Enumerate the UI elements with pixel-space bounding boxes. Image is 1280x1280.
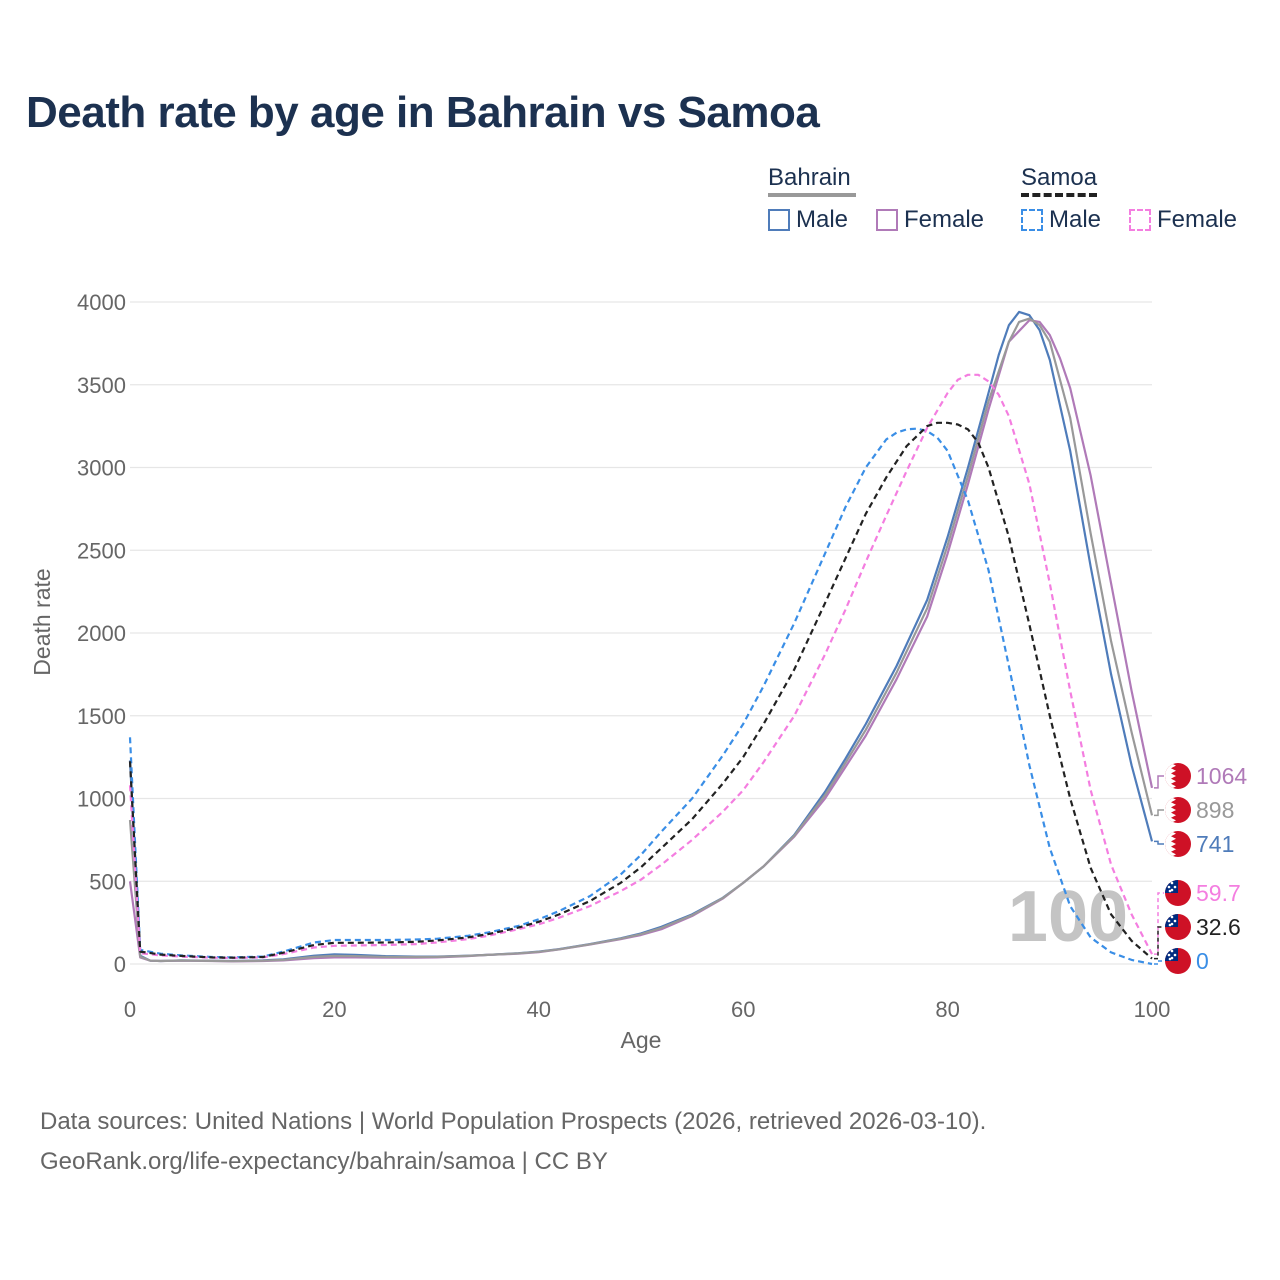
end-connector — [1154, 926, 1164, 960]
bahrain-flag-icon — [1165, 831, 1191, 857]
legend-group-line — [1021, 193, 1097, 197]
legend-item-samoa-male[interactable]: Male — [1021, 206, 1101, 234]
end-connector — [1154, 775, 1164, 789]
source-line: Data sources: United Nations | World Pop… — [40, 1108, 987, 1135]
y-axis-label: Death rate — [29, 568, 55, 675]
end-connector — [1154, 840, 1164, 845]
y-tick-label: 0 — [114, 952, 126, 977]
legend-label: Male — [1049, 206, 1102, 233]
end-value-label: 32.6 — [1196, 914, 1241, 940]
legend-item-bahrain-female[interactable]: Female — [876, 206, 984, 234]
samoa-flag-icon — [1165, 914, 1191, 940]
legend-swatch — [1129, 209, 1151, 231]
y-tick-label: 2000 — [77, 621, 126, 646]
samoa-flag-icon — [1165, 948, 1191, 974]
x-tick-label: 0 — [124, 997, 136, 1022]
grid-lines — [130, 301, 1152, 965]
x-axis-label: Age — [621, 1027, 662, 1053]
legend-swatch — [768, 209, 790, 231]
legend-label: Male — [796, 206, 849, 233]
end-value-label: 59.7 — [1196, 880, 1241, 906]
legend-label: Female — [904, 206, 985, 233]
legend-group-line — [768, 193, 856, 197]
end-value-label: 898 — [1196, 797, 1234, 823]
bahrain-flag-icon — [1165, 797, 1191, 823]
end-connector — [1154, 960, 1164, 965]
end-connectors — [1154, 775, 1164, 965]
x-axis-ticks: 0 20 40 60 80 100 — [124, 997, 1170, 1022]
series-line-samoa-male[interactable] — [128, 427, 1153, 966]
x-tick-label: 80 — [935, 997, 959, 1022]
y-tick-label: 1500 — [77, 704, 126, 729]
legend-group-label: Samoa — [1021, 164, 1098, 191]
legend-group-samoa[interactable]: Samoa — [1021, 164, 1097, 197]
current-age-watermark: 100 — [1008, 877, 1128, 957]
y-tick-label: 2500 — [77, 538, 126, 563]
legend-swatch — [1021, 209, 1043, 231]
y-tick-label: 3500 — [77, 373, 126, 398]
y-axis-ticks: 0 500 1000 1500 2000 2500 3000 3500 4000 — [77, 290, 126, 977]
x-tick-label: 20 — [322, 997, 346, 1022]
source-url[interactable]: GeoRank.org/life-expectancy/bahrain/samo… — [40, 1148, 608, 1175]
x-tick-label: 100 — [1134, 997, 1171, 1022]
legend-item-bahrain-male[interactable]: Male — [768, 206, 848, 234]
end-value-label: 1064 — [1196, 763, 1247, 789]
end-connector — [1154, 809, 1164, 817]
legend-swatch — [876, 209, 898, 231]
end-value-label: 741 — [1196, 831, 1234, 857]
series-lines — [128, 310, 1154, 966]
series-line-samoa-average[interactable] — [128, 421, 1153, 960]
legend-group-label: Bahrain — [768, 164, 851, 191]
page-title: Death rate by age in Bahrain vs Samoa — [26, 88, 820, 137]
legend-item-samoa-female[interactable]: Female — [1129, 206, 1237, 234]
y-tick-label: 4000 — [77, 290, 126, 315]
series-line-bahrain-male[interactable] — [128, 310, 1154, 963]
x-tick-label: 60 — [731, 997, 755, 1022]
legend-label: Female — [1157, 206, 1238, 233]
samoa-flag-icon — [1165, 880, 1191, 906]
y-tick-label: 3000 — [77, 456, 126, 481]
series-line-bahrain-average[interactable] — [128, 317, 1154, 963]
end-value-label: 0 — [1196, 948, 1209, 974]
end-markers: 1064 898 741 59.7 32.6 0 — [1165, 763, 1247, 974]
series-line-samoa-female[interactable] — [128, 373, 1153, 960]
x-tick-label: 40 — [527, 997, 551, 1022]
legend-group-bahrain[interactable]: Bahrain — [768, 164, 856, 197]
y-tick-label: 1000 — [77, 787, 126, 812]
end-connector — [1154, 892, 1164, 955]
y-tick-label: 500 — [89, 869, 126, 894]
bahrain-flag-icon — [1165, 763, 1191, 789]
series-line-bahrain-female[interactable] — [128, 319, 1154, 963]
